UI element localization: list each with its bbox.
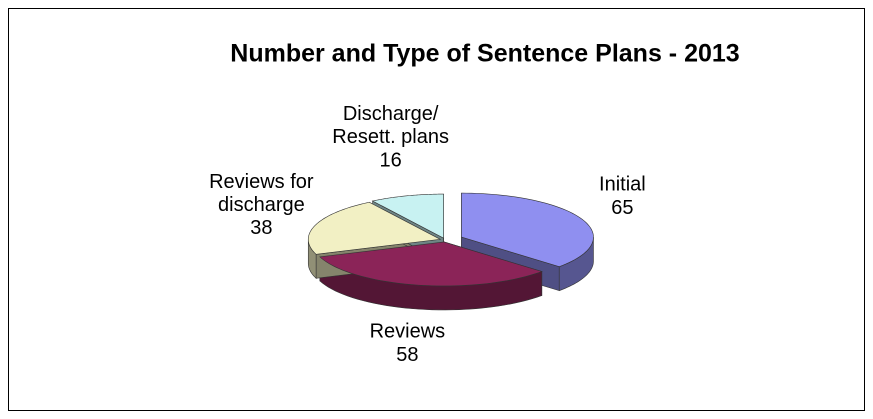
slice-label: Reviews: [370, 321, 446, 343]
value-label: 58: [396, 344, 418, 366]
slice-label-line: Reviews for: [209, 171, 314, 193]
slice: [319, 241, 543, 287]
slice-label: Reviews for discharge: [209, 171, 314, 216]
slice-label: Initial: [599, 174, 646, 196]
slice-label-line: Discharge/: [343, 104, 439, 126]
slice: [371, 193, 444, 239]
slice-label-line: Reviews: [370, 321, 446, 343]
value-label: 38: [250, 217, 272, 239]
slice: [307, 201, 442, 255]
value-label: 65: [611, 197, 633, 219]
slice-label-line: discharge: [218, 194, 305, 216]
slice-label-line: Initial: [599, 174, 646, 196]
slice-label-line: Resett. plans: [332, 127, 449, 149]
slice: [461, 192, 594, 267]
chart-title: Number and Type of Sentence Plans - 2013: [230, 40, 739, 68]
value-label: 16: [380, 150, 402, 172]
slice-label: Discharge/Resett. plans: [332, 104, 449, 149]
